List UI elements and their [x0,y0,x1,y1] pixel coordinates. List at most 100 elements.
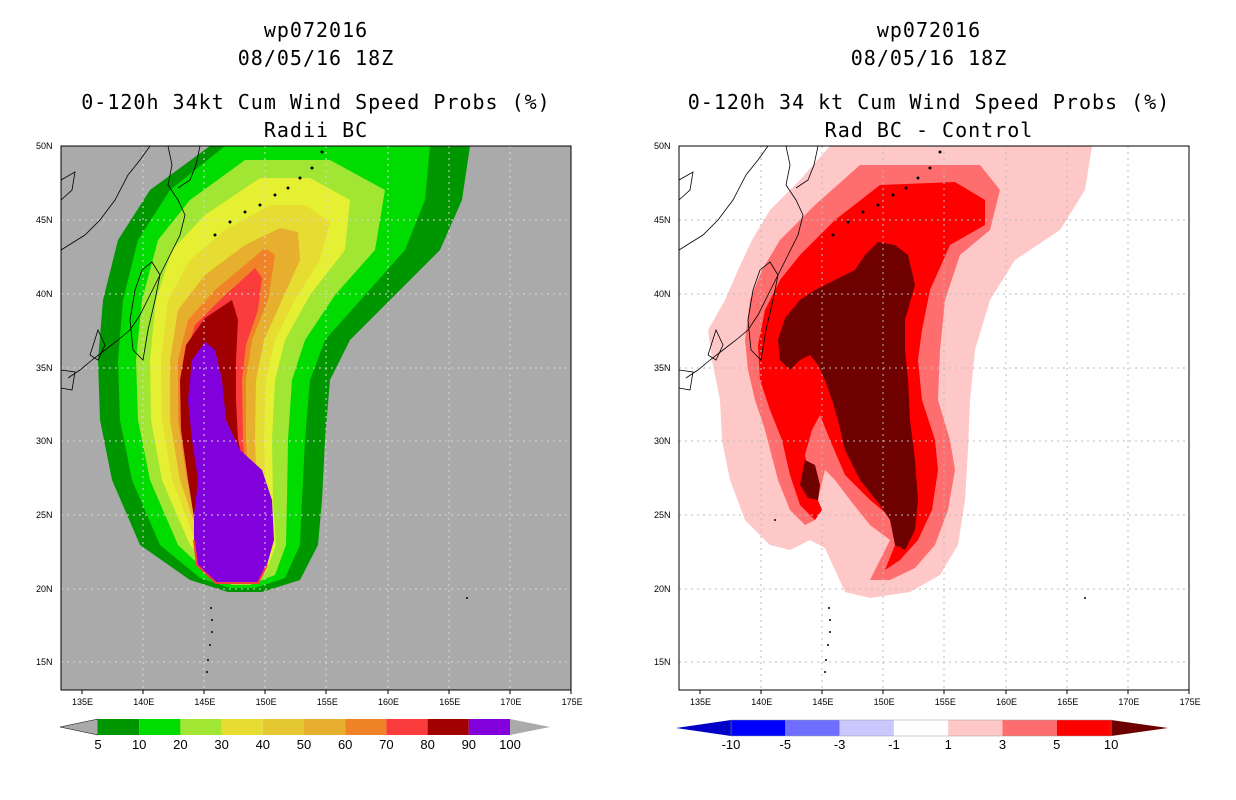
right-lat-label: 20N [654,584,671,594]
right-map-frame [678,145,1190,691]
left-lon-label: 160E [378,697,400,707]
right-datetime: 08/05/16 18Z [850,46,1008,70]
colorbar-left-arrow [59,718,99,736]
right-lon-label: 170E [1118,697,1140,707]
colorbar-swatch [139,719,181,735]
left-map-frame [60,145,572,691]
left-lat-label: 35N [36,363,53,373]
right-colorbar [676,719,1169,737]
left-colorbar-tick-label: 100 [499,737,521,752]
left-lon-label: 150E [255,697,277,707]
right-lon-label: 175E [1179,697,1201,707]
colorbar-swatch [1056,720,1112,736]
left-colorbar-tick-label: 90 [461,737,477,752]
right-lon-label: 145E [812,697,834,707]
left-lon-label: 140E [133,697,155,707]
left-datetime: 08/05/16 18Z [237,46,395,70]
right-lat-label: 50N [654,141,671,151]
left-lon-label: 155E [316,697,338,707]
left-colorbar-tick-label: 40 [255,737,271,752]
colorbar-swatch [180,719,222,735]
left-plot-subtitle: Radii BC [263,118,369,142]
left-lat-label: 30N [36,436,53,446]
right-kuril-islands [774,150,1086,673]
right-lon-label: 150E [873,697,895,707]
right-lat-label: 45N [654,215,671,225]
right-colorbar-tick-label: -1 [888,737,900,752]
left-gridlines [61,146,571,690]
left-colorbar-tick-label: 10 [131,737,147,752]
left-colorbar-tick-label: 50 [296,737,312,752]
right-lat-label: 35N [654,363,671,373]
colorbar-swatch [262,719,304,735]
left-lat-label: 25N [36,510,53,520]
right-colorbar-tick-label: 5 [1053,737,1061,752]
colorbar-outline [730,719,1112,737]
colorbar-right-arrow [1111,720,1169,736]
left-colorbar-tick-label: 20 [173,737,188,752]
colorbar-swatch [345,719,387,735]
colorbar-swatch [893,720,949,736]
right-lon-label: 165E [1057,697,1079,707]
diff-band-over10-b [800,460,820,500]
colorbar-swatch [221,719,263,735]
right-colorbar-tick-label: 1 [944,737,952,752]
left-colorbar-tick-label: 5 [94,737,102,752]
right-colorbar-tick-label: -5 [779,737,792,752]
left-lon-label: 175E [561,697,583,707]
colorbar-swatch [785,720,840,736]
colorbar-swatch [98,719,140,735]
right-storm-id: wp072016 [876,18,982,42]
left-lat-label: 50N [36,141,53,151]
prob-band-90 [188,342,274,583]
tick-marks [81,690,1190,694]
right-colorbar-tick-label: 3 [998,737,1007,752]
right-lon-label: 140E [751,697,773,707]
colorbar-swatch [839,720,894,736]
colorbar-swatch [386,719,428,735]
right-lon-label: 160E [996,697,1018,707]
right-colorbar-tick-label: -10 [721,737,741,752]
right-plot-title: 0-120h 34 kt Cum Wind Speed Probs (%) [687,90,1171,114]
right-lon-label: 135E [690,697,712,707]
left-lon-label: 170E [500,697,522,707]
right-colorbar-tick-label: -3 [833,737,846,752]
left-lat-label: 15N [36,657,53,667]
left-lat-label: 45N [36,215,53,225]
left-map [61,146,571,690]
left-storm-id: wp072016 [263,18,369,42]
left-colorbar-tick-label: 70 [379,737,394,752]
left-plot-title: 0-120h 34kt Cum Wind Speed Probs (%) [81,90,551,114]
left-lon-label: 145E [194,697,216,707]
colorbar-swatch [731,720,786,736]
left-lon-label: 135E [72,697,94,707]
left-lat-label: 40N [36,289,53,299]
right-map [679,146,1189,690]
colorbar-swatch [1002,720,1057,736]
left-coastlines [61,146,201,391]
colorbar-left-arrow [676,720,731,736]
left-colorbar-tick-label: 30 [214,737,229,752]
diff-band-over10 [778,242,918,550]
colorbar-swatch [304,719,346,735]
colorbar-right-arrow [510,719,550,735]
colorbar-swatch [427,719,469,735]
left-colorbar-tick-label: 60 [337,737,353,752]
right-plot-subtitle: Rad BC - Control [824,118,1034,142]
prob-band-100-edge [193,539,268,584]
left-colorbar [59,718,550,736]
right-gridlines [679,146,1189,690]
left-kuril-islands [206,150,468,673]
left-lon-label: 165E [439,697,461,707]
right-lon-label: 155E [934,697,956,707]
colorbar-swatch [948,720,1003,736]
right-lat-label: 25N [654,510,671,520]
colorbar-swatch [468,719,510,735]
left-lat-label: 20N [36,584,53,594]
right-coastlines [679,146,819,391]
right-lat-label: 15N [654,657,671,667]
right-lat-label: 40N [654,289,671,299]
right-colorbar-tick-label: 10 [1103,737,1119,752]
left-colorbar-tick-label: 80 [420,737,435,752]
